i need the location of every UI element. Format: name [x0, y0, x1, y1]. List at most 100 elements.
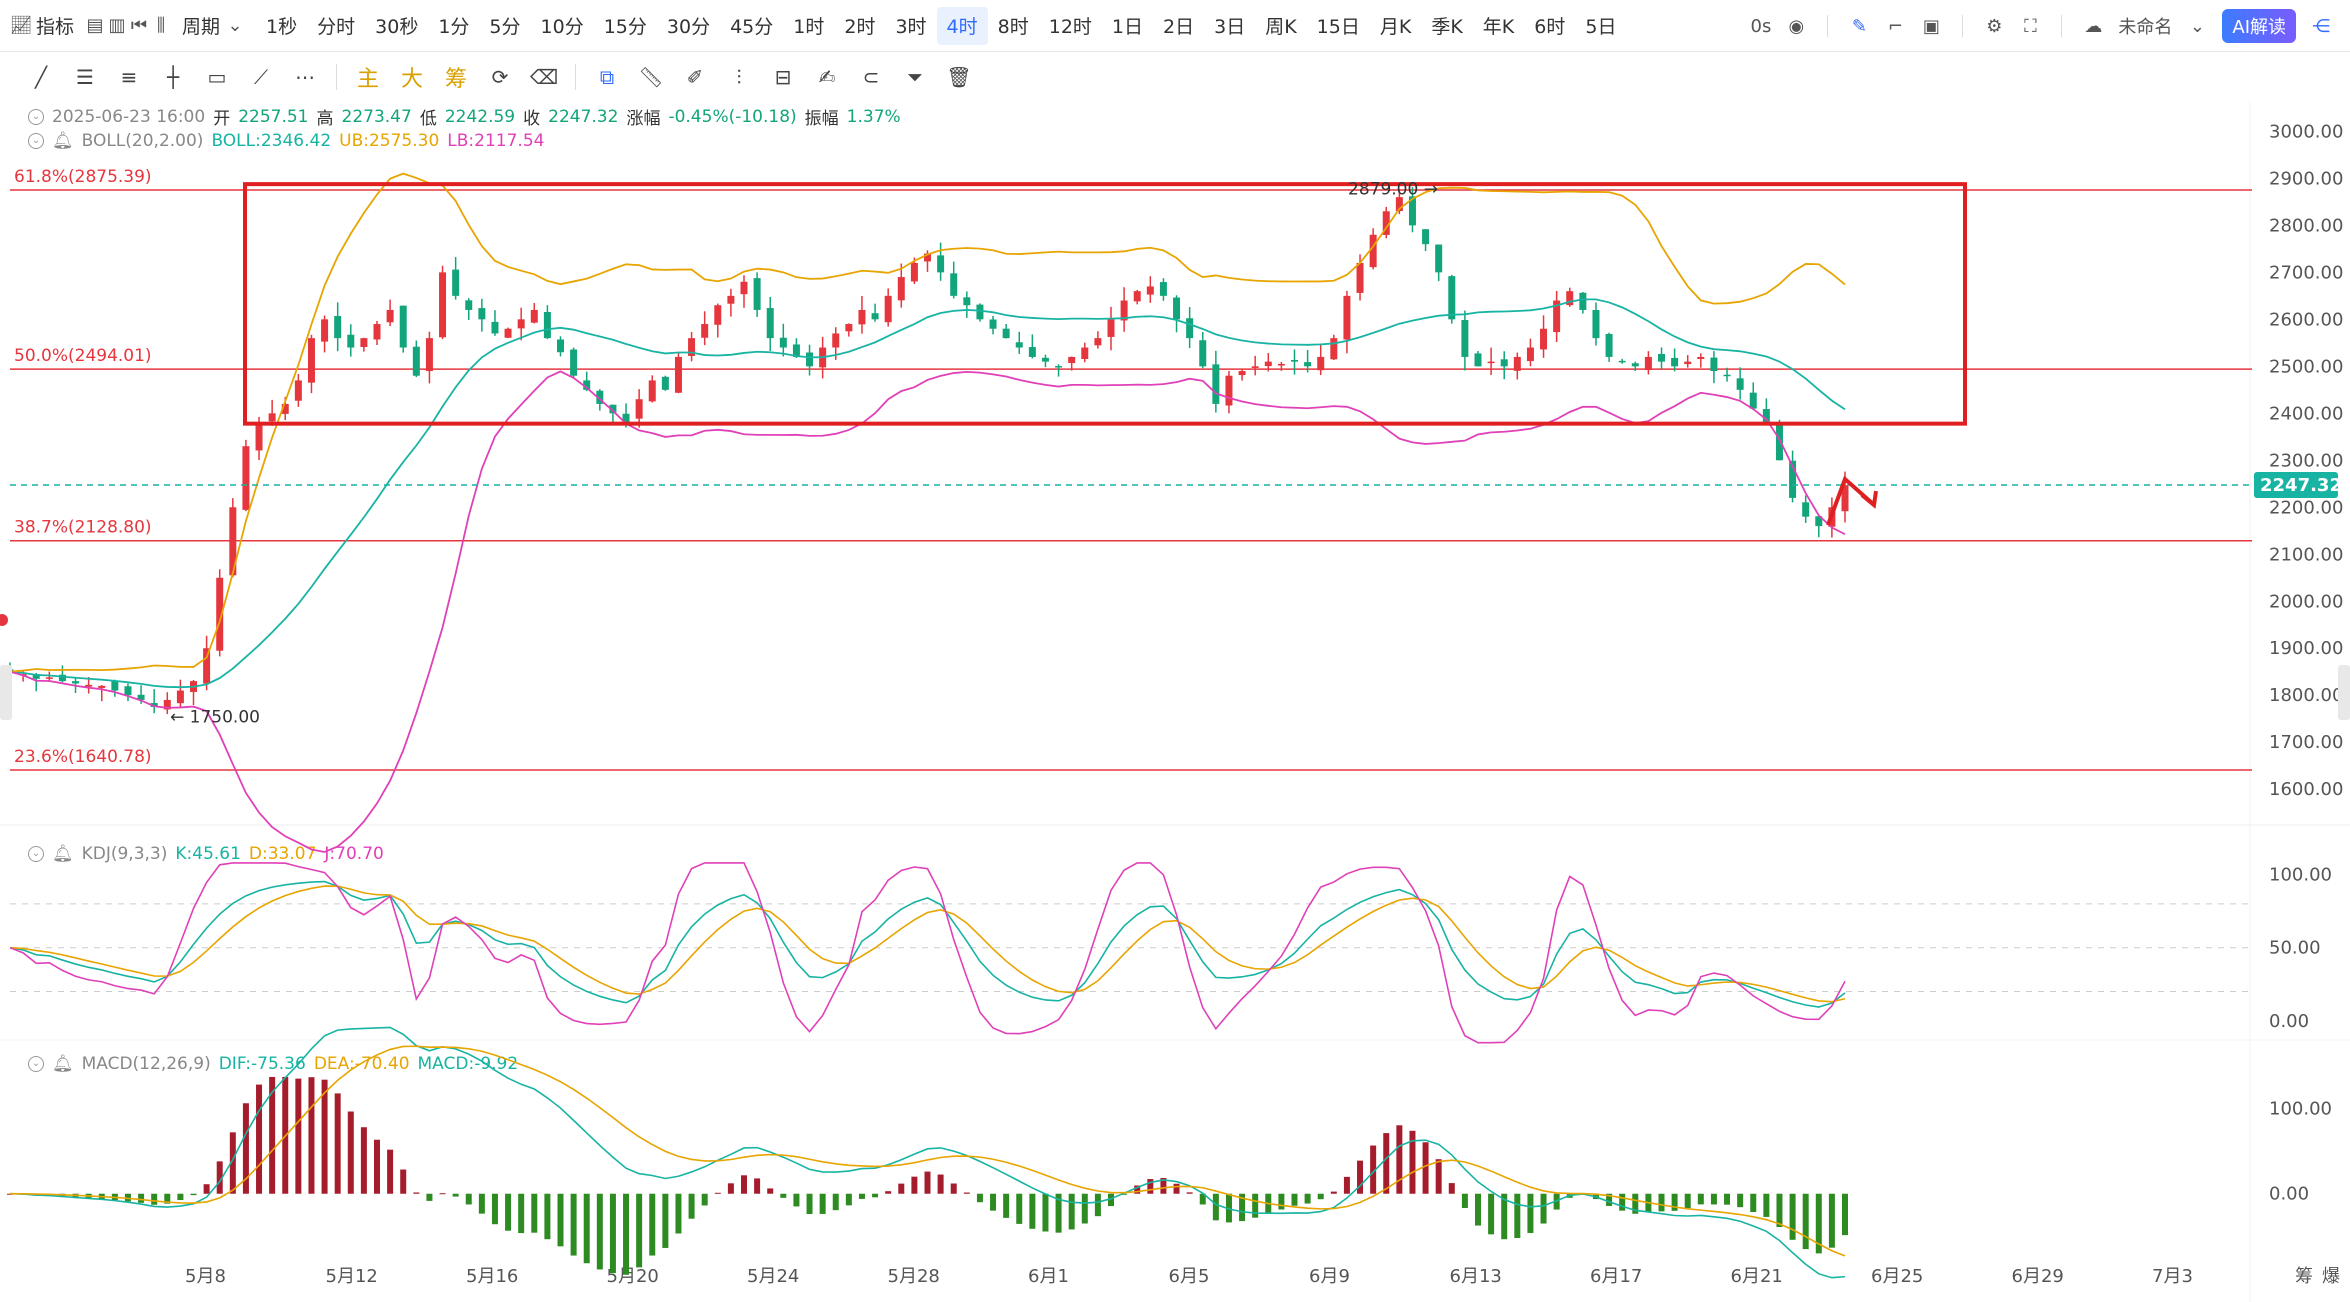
macd-histogram-bar — [439, 1193, 446, 1195]
trash-icon[interactable]: 🗑︎ — [946, 65, 972, 89]
candle-body — [989, 319, 997, 329]
period-tab[interactable]: 10分 — [540, 16, 584, 38]
chevron-down-icon[interactable]: ⌄ — [2189, 15, 2205, 37]
filter-icon[interactable]: ⏷ — [907, 65, 923, 89]
period-tab[interactable]: 45分 — [730, 16, 774, 38]
gear-icon[interactable]: ⚙ — [1986, 15, 2003, 37]
eraser-icon[interactable]: ⌫ — [529, 65, 559, 89]
share-icon[interactable]: ⋲ — [2312, 15, 2330, 37]
candle-body — [1710, 357, 1718, 372]
ruler-icon[interactable]: 📏︎ — [638, 65, 664, 89]
period-tab[interactable]: 1时 — [793, 16, 825, 38]
candle-body — [766, 308, 774, 339]
chart-type-icon[interactable]: ⫼ — [156, 15, 166, 36]
period-dropdown[interactable]: 周期 ⌄ — [172, 12, 256, 39]
macd-histogram-bar — [216, 1161, 223, 1194]
period-tab[interactable]: 12时 — [1048, 16, 1092, 38]
candle-body — [399, 305, 407, 348]
candles-icon[interactable]: ⫶ — [736, 65, 742, 89]
macd-histogram-bar — [662, 1193, 669, 1248]
layout-icon[interactable]: ▥ — [108, 15, 126, 36]
kdj-j-line — [9, 862, 1846, 1044]
calendar-icon[interactable]: ▤ — [86, 15, 104, 36]
y-tick-label: 2600.00 — [2269, 309, 2343, 330]
macd-histogram-bar — [885, 1191, 892, 1194]
ai-interpret-button[interactable]: AI解读 — [2222, 9, 2296, 43]
trend-line-icon[interactable]: ╱ — [34, 65, 48, 89]
collapse-icon[interactable]: ⌄ — [28, 108, 44, 125]
period-tab[interactable]: 月K — [1379, 16, 1412, 38]
candle-body — [806, 352, 814, 367]
main-chart-toggle[interactable]: 主 — [356, 67, 379, 92]
period-tab[interactable]: 4时 — [936, 6, 988, 45]
candle-body — [1002, 328, 1010, 339]
boll-lb-line — [9, 370, 1846, 853]
bell-icon[interactable]: 🔔︎ — [52, 844, 74, 864]
candle-body — [478, 308, 486, 320]
image-icon[interactable]: ▣ — [1922, 15, 1940, 37]
period-tab[interactable]: 3时 — [895, 16, 927, 38]
refresh-icon[interactable]: ⟳ — [491, 65, 509, 89]
collapse-icon[interactable]: ⌄ — [28, 846, 44, 862]
candle-body — [1775, 423, 1783, 461]
macd-histogram-bar — [1710, 1193, 1717, 1205]
period-tab[interactable]: 周K — [1265, 16, 1297, 38]
bell-icon[interactable]: 🔔︎ — [52, 1054, 74, 1074]
period-tab[interactable]: 5分 — [489, 16, 521, 38]
period-tab[interactable]: 2日 — [1163, 16, 1195, 38]
period-tab[interactable]: 1秒 — [266, 16, 298, 38]
horizontal-line-icon[interactable]: ┼ — [166, 65, 180, 89]
channel-icon[interactable]: ≡ — [120, 65, 138, 89]
rectangle-icon[interactable]: ▭ — [207, 65, 227, 89]
macd-histogram-bar — [1278, 1193, 1285, 1210]
large-order-toggle[interactable]: 大 — [400, 67, 423, 92]
period-tab[interactable]: 分时 — [317, 16, 356, 38]
parallel-lines-icon[interactable]: ☰ — [76, 65, 94, 89]
period-tab[interactable]: 3日 — [1214, 16, 1246, 38]
candle-body — [937, 255, 945, 273]
period-tab[interactable]: 30分 — [666, 16, 711, 38]
candle-body — [950, 273, 958, 296]
boll-mid-line — [9, 298, 1846, 689]
pen-icon[interactable]: ✎ — [1851, 15, 1867, 37]
camera-icon[interactable]: ◉ — [1788, 15, 1805, 37]
kdj-legend: ⌄ 🔔︎ KDJ(9,3,3) K:45.61 D:33.07 J:70.70 — [28, 844, 384, 864]
unnamed-layout[interactable]: 未命名 — [2118, 17, 2173, 38]
candle-body — [412, 346, 420, 376]
timer-label: 0s — [1750, 15, 1772, 37]
indicator-button[interactable]: 📈︎ 指标 — [9, 15, 75, 38]
note-icon[interactable]: ✍ — [818, 65, 836, 89]
collapse-icon[interactable]: ⌄ — [28, 1056, 44, 1072]
period-tab[interactable]: 15分 — [603, 16, 647, 38]
rewind-icon[interactable]: ⏮ — [130, 15, 148, 36]
macd-histogram-bar — [688, 1193, 695, 1219]
more-icon[interactable]: ⋯ — [295, 65, 315, 89]
magnet-icon[interactable]: ⊂ — [862, 65, 880, 89]
candle-body — [85, 684, 93, 687]
period-tab[interactable]: 1日 — [1111, 16, 1144, 38]
copy-icon[interactable]: ⧉ — [599, 65, 615, 89]
period-tab[interactable]: 8时 — [997, 16, 1029, 38]
period-tab[interactable]: 季K — [1431, 16, 1463, 38]
period-tab[interactable]: 1分 — [438, 16, 470, 38]
period-tab[interactable]: 年K — [1482, 16, 1515, 38]
fullscreen-icon[interactable]: ⛶ — [2024, 15, 2037, 37]
collapse-icon[interactable]: ⌄ — [28, 133, 44, 149]
brush-icon[interactable]: ✐ — [686, 65, 704, 89]
candle-body — [1658, 353, 1665, 362]
lock-icon[interactable]: ⊟ — [774, 65, 792, 89]
chips-toggle[interactable]: 筹 — [444, 67, 467, 92]
measure-icon[interactable]: ⟋ — [254, 65, 268, 89]
period-tab[interactable]: 30秒 — [375, 16, 419, 38]
period-tab[interactable]: 5日 — [1585, 16, 1617, 38]
expand-icon[interactable]: ⌐ — [1887, 15, 1903, 37]
period-tab[interactable]: 6时 — [1534, 16, 1566, 38]
candle-body — [1159, 282, 1167, 296]
x-tick-label: 6月21 — [1731, 1266, 1783, 1287]
y-tick-label: 2000.00 — [2269, 591, 2343, 612]
period-tab[interactable]: 15日 — [1316, 16, 1360, 38]
period-tab[interactable]: 2时 — [844, 16, 876, 38]
y-tick-label: 0.00 — [2269, 1011, 2309, 1032]
bell-icon[interactable]: 🔔︎ — [52, 131, 74, 151]
